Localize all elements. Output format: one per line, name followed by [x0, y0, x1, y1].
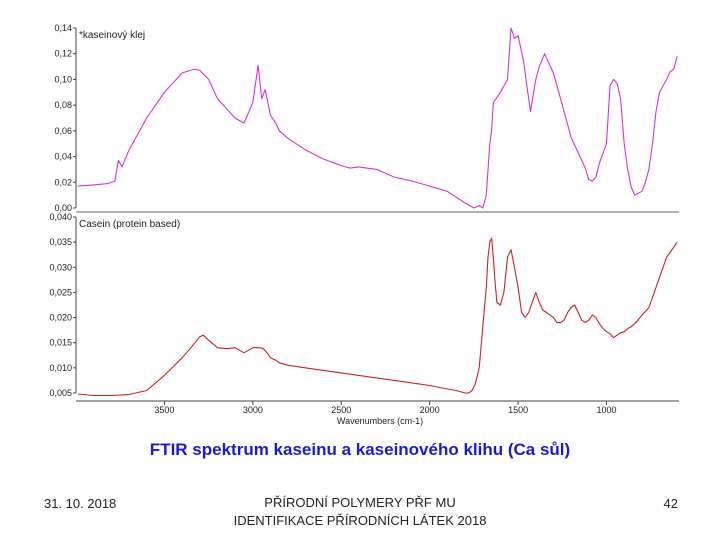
- bottom-y-tick-label: 0,025: [49, 287, 72, 297]
- x-tick-label: 3000: [243, 405, 263, 415]
- x-tick-label: 1000: [596, 405, 616, 415]
- top-y-tick-label: 0,06: [54, 126, 72, 136]
- top-y-tick-label: 0,08: [54, 100, 72, 110]
- x-tick-label: 1500: [508, 405, 528, 415]
- bottom-y-tick-label: 0,035: [49, 237, 72, 247]
- bottom-series-line: [77, 237, 678, 397]
- bottom-y-tick-label: 0,015: [49, 338, 72, 348]
- x-axis-label: Wavenumbers (cm-1): [337, 416, 423, 426]
- top-series-label: *kaseinový klej: [79, 30, 145, 41]
- bottom-y-tick-label: 0,030: [49, 262, 72, 272]
- top-y-tick-label: 0,04: [54, 152, 72, 162]
- slide-caption: FTIR spektrum kaseinu a kaseinového klih…: [149, 440, 571, 459]
- x-tick-label: 2500: [331, 405, 351, 415]
- bottom-y-tick-label: 0,005: [49, 388, 72, 398]
- bottom-y-tick-label: 0,010: [49, 363, 72, 373]
- top-y-tick-label: 0,14: [54, 23, 72, 33]
- x-tick-label: 2000: [420, 405, 440, 415]
- bottom-y-tick-label: 0,020: [49, 313, 72, 323]
- bottom-y-tick-label: 0,040: [49, 212, 72, 222]
- top-y-tick-label: 0,00: [54, 203, 72, 213]
- top-series-line: [77, 27, 678, 209]
- footer-center: PŘÍRODNÍ POLYMERY PŘF MU IDENTIFIKACE PŘ…: [233, 495, 487, 528]
- footer-date: 31. 10. 2018: [44, 496, 117, 511]
- page-number: 42: [663, 496, 678, 511]
- top-y-tick-label: 0,12: [54, 49, 72, 59]
- top-y-tick-label: 0,02: [54, 177, 72, 187]
- x-tick-label: 3500: [154, 405, 174, 415]
- top-y-tick-label: 0,10: [54, 74, 72, 84]
- bottom-series-label: Casein (protein based): [79, 219, 180, 230]
